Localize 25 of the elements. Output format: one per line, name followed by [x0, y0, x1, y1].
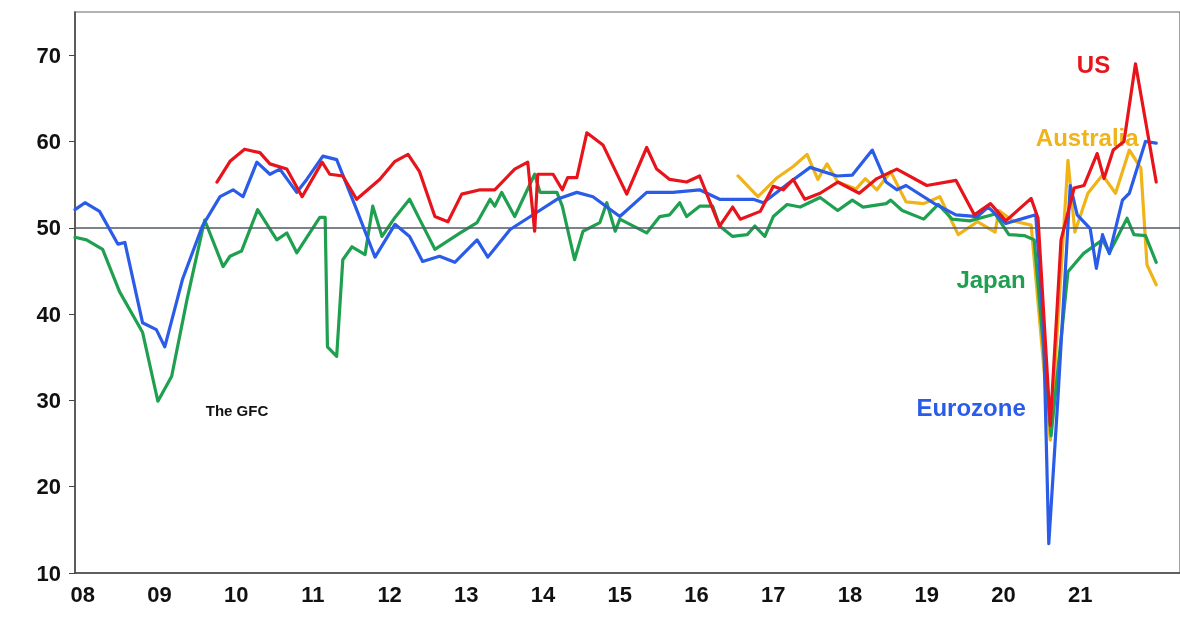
x-tick-label: 09: [147, 581, 172, 607]
x-tick-label: 21: [1068, 581, 1093, 607]
x-tick-label: 13: [454, 581, 479, 607]
x-tick-label: 10: [223, 581, 249, 607]
y-tick-label: 30: [36, 387, 61, 413]
series-label: Eurozone: [916, 393, 1026, 421]
y-tick-label: 40: [36, 301, 61, 327]
x-tick-label: 08: [70, 581, 95, 607]
x-tick-label: 11: [301, 581, 325, 607]
x-tick-label: 18: [837, 581, 863, 607]
x-tick-label: 16: [684, 581, 709, 607]
x-tick-label: 20: [991, 581, 1016, 607]
y-tick-label: 60: [36, 128, 61, 154]
series-label: Japan: [956, 266, 1026, 294]
y-tick-label: 20: [36, 474, 61, 500]
x-tick-label: 15: [607, 581, 633, 607]
y-tick-label: 70: [36, 42, 61, 68]
annotation: The GFC: [205, 401, 269, 419]
x-tick-label: 17: [761, 581, 786, 607]
x-tick-label: 14: [530, 581, 557, 607]
y-tick-label: 10: [36, 560, 61, 586]
x-tick-label: 12: [377, 581, 402, 607]
y-tick-label: 50: [36, 215, 61, 241]
series-label: US: [1076, 51, 1111, 79]
x-tick-label: 19: [914, 581, 940, 607]
